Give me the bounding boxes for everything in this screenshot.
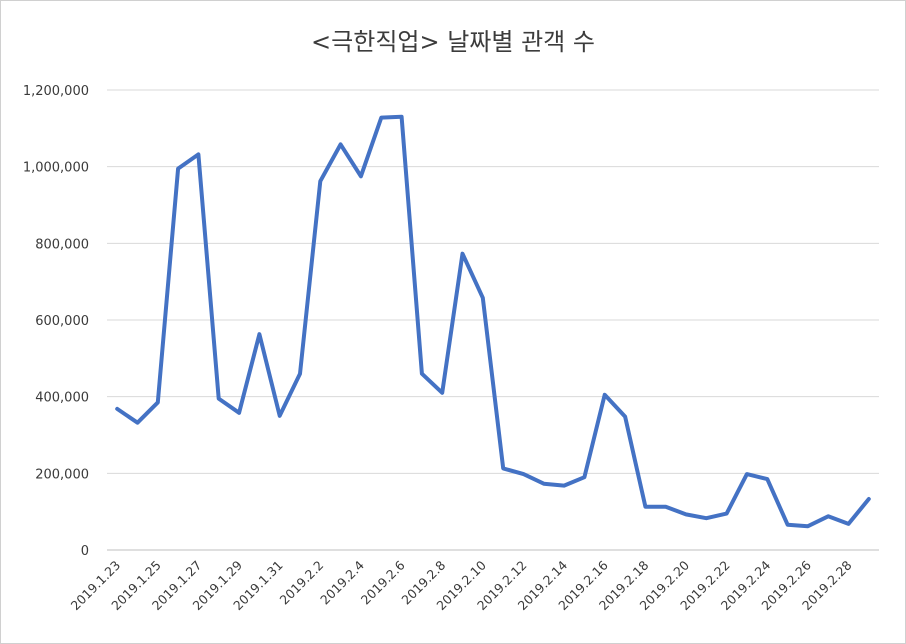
y-tick-label: 1,000,000 [23, 161, 89, 176]
y-tick-label: 800,000 [35, 237, 89, 252]
data-point [664, 505, 668, 509]
data-point [603, 393, 607, 397]
data-point [420, 372, 424, 376]
data-point [582, 475, 586, 479]
data-point [176, 167, 180, 171]
data-point [725, 512, 729, 516]
data-point [806, 524, 810, 528]
data-point [156, 400, 160, 404]
data-point [135, 421, 139, 425]
data-point [400, 115, 404, 119]
data-point [786, 523, 790, 527]
chart-title: <극한직업> 날짜별 관객 수 [311, 28, 595, 56]
data-point [765, 477, 769, 481]
data-point [379, 116, 383, 120]
data-point [115, 407, 119, 411]
series-line [115, 114, 871, 529]
data-point [623, 415, 627, 419]
data-point [339, 142, 343, 146]
data-point [481, 296, 485, 300]
y-tick-label: 0 [81, 544, 89, 559]
data-point [196, 152, 200, 156]
data-point [542, 482, 546, 486]
data-point [562, 484, 566, 488]
data-point [704, 516, 708, 520]
data-point [643, 505, 647, 509]
data-point [237, 411, 241, 415]
data-point [684, 512, 688, 516]
data-point [359, 174, 363, 178]
data-point [278, 414, 282, 418]
y-tick-label: 400,000 [35, 391, 89, 406]
data-point [217, 397, 221, 401]
data-point [745, 472, 749, 476]
data-point [440, 391, 444, 395]
y-tick-label: 600,000 [35, 314, 89, 329]
data-point [298, 372, 302, 376]
data-point [867, 497, 871, 501]
data-point [826, 514, 830, 518]
y-tick-label: 1,200,000 [23, 84, 89, 99]
data-point [521, 472, 525, 476]
data-point [257, 332, 261, 336]
y-tick-label: 200,000 [35, 467, 89, 482]
data-point [318, 179, 322, 183]
data-point [501, 466, 505, 470]
data-point [847, 522, 851, 526]
data-point [461, 252, 465, 256]
